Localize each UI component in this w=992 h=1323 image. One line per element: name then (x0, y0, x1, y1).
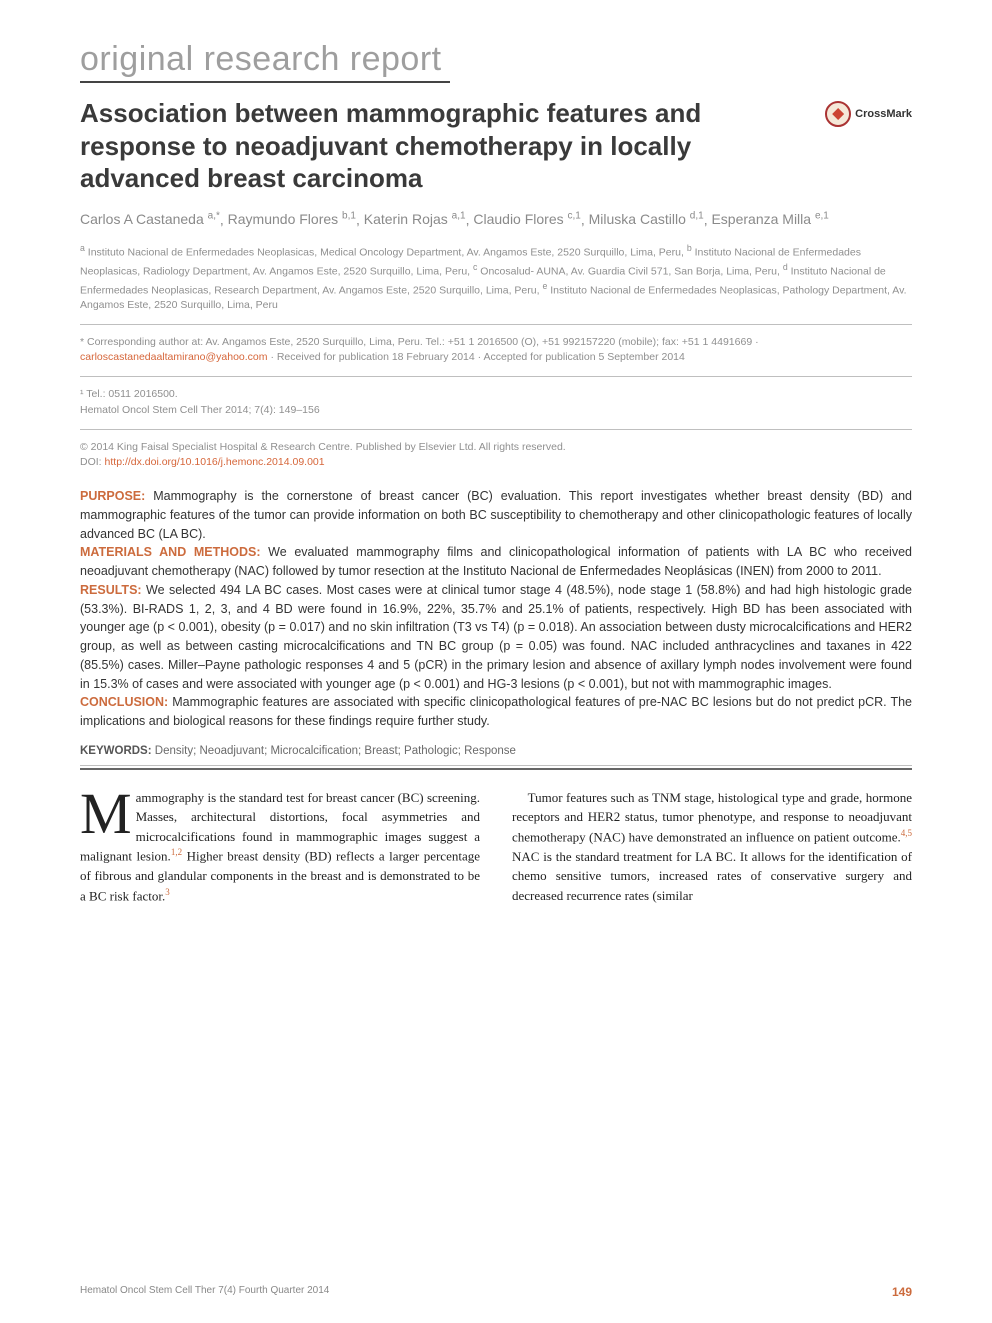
author: Carlos A Castaneda a,* (80, 211, 220, 227)
doi-label: DOI: (80, 456, 105, 468)
author: Esperanza Milla e,1 (711, 211, 828, 227)
abstract-block: PURPOSE: Mammography is the cornerstone … (80, 487, 912, 731)
crossmark-icon (825, 101, 851, 127)
author: Katerin Rojas a,1 (364, 211, 466, 227)
corresponding-email[interactable]: carloscastanedaaltamirano@yahoo.com (80, 351, 268, 363)
page-footer: Hematol Oncol Stem Cell Ther 7(4) Fourth… (80, 1285, 912, 1299)
body-columns: Mammography is the standard test for bre… (80, 788, 912, 906)
body-paragraph: Tumor features such as TNM stage, histol… (512, 788, 912, 905)
keywords-label: KEYWORDS: (80, 745, 152, 757)
abstract-results: RESULTS: We selected 494 LA BC cases. Mo… (80, 581, 912, 694)
title-row: Association between mammographic feature… (80, 97, 912, 195)
page-number: 149 (892, 1285, 912, 1299)
article-title: Association between mammographic feature… (80, 97, 720, 195)
correspondence-block: * Corresponding author at: Av. Angamos E… (80, 335, 912, 367)
body-column-right: Tumor features such as TNM stage, histol… (512, 788, 912, 906)
abstract-conclusion: CONCLUSION: Mammographic features are as… (80, 693, 912, 731)
divider (80, 765, 912, 766)
abstract-methods: MATERIALS AND METHODS: We evaluated mamm… (80, 543, 912, 581)
article-category: original research report (80, 40, 912, 79)
reference-superscript[interactable]: 4,5 (901, 828, 912, 838)
crossmark-badge[interactable]: CrossMark (825, 101, 912, 127)
affiliation: Oncosalud- AUNA, Av. Guardia Civil 571, … (480, 265, 780, 277)
copyright-block: © 2014 King Faisal Specialist Hospital &… (80, 440, 912, 472)
tel-note: ¹ Tel.: 0511 2016500. (80, 387, 912, 403)
abstract-label: PURPOSE: (80, 489, 145, 503)
divider-heavy (80, 768, 912, 770)
footer-citation: Hematol Oncol Stem Cell Ther 7(4) Fourth… (80, 1285, 329, 1299)
body-column-left: Mammography is the standard test for bre… (80, 788, 480, 906)
author-list: Carlos A Castaneda a,*, Raymundo Flores … (80, 209, 912, 231)
divider (80, 429, 912, 430)
citation-line: Hematol Oncol Stem Cell Ther 2014; 7(4):… (80, 403, 912, 419)
doi-link[interactable]: http://dx.doi.org/10.1016/j.hemonc.2014.… (105, 456, 325, 468)
abstract-label: RESULTS: (80, 583, 142, 597)
correspondence-text: * Corresponding author at: Av. Angamos E… (80, 336, 759, 348)
affiliation: Instituto Nacional de Enfermedades Neopl… (88, 247, 684, 259)
affiliations-block: a Instituto Nacional de Enfermedades Neo… (80, 242, 912, 313)
abstract-label: CONCLUSION: (80, 695, 168, 709)
dropcap: M (80, 788, 136, 836)
author: Claudio Flores c,1 (473, 211, 581, 227)
author: Miluska Castillo d,1 (589, 211, 704, 227)
abstract-label: MATERIALS AND METHODS: (80, 545, 261, 559)
abstract-purpose: PURPOSE: Mammography is the cornerstone … (80, 487, 912, 543)
body-paragraph: Mammography is the standard test for bre… (80, 788, 480, 906)
keywords-line: KEYWORDS: Density; Neoadjuvant; Microcal… (80, 745, 912, 757)
copyright-text: © 2014 King Faisal Specialist Hospital &… (80, 441, 566, 453)
author: Raymundo Flores b,1 (228, 211, 356, 227)
keywords-text: Density; Neoadjuvant; Microcalcification… (152, 745, 516, 757)
divider (80, 376, 912, 377)
divider (80, 324, 912, 325)
category-rule (80, 81, 450, 83)
reference-superscript[interactable]: 3 (165, 887, 170, 897)
received-accepted: · Received for publication 18 February 2… (270, 351, 684, 363)
crossmark-label: CrossMark (855, 108, 912, 120)
reference-superscript[interactable]: 1,2 (171, 847, 182, 857)
